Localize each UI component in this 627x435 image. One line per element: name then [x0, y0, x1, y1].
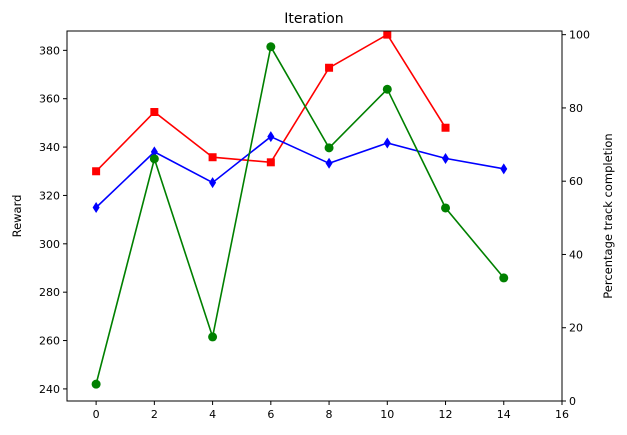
data-point-diamond [150, 146, 158, 158]
data-point-diamond [325, 157, 333, 169]
data-point-diamond [500, 163, 508, 175]
y-right-tick-label: 100 [569, 29, 590, 42]
data-point-square [325, 63, 334, 72]
series-line [95, 44, 505, 385]
chart-title: Iteration [284, 11, 343, 27]
data-point-square [150, 108, 159, 117]
x-tick-label: 14 [497, 408, 511, 421]
x-tick-label: 6 [267, 408, 274, 421]
data-point-diamond [442, 152, 450, 164]
series-line [95, 33, 447, 172]
data-point-circle [324, 143, 334, 153]
series-line [95, 135, 504, 209]
y-right-tick-label: 0 [569, 395, 576, 408]
data-point-circle [208, 332, 218, 342]
y-left-tick-label: 340 [39, 141, 60, 154]
data-point-square [208, 153, 217, 162]
data-point-circle [441, 203, 451, 213]
series-1 [92, 30, 450, 176]
series-2 [92, 131, 508, 214]
x-tick-label: 12 [439, 408, 453, 421]
plot-area [91, 30, 509, 389]
y-left-tick-label: 240 [39, 383, 60, 396]
data-point-square [383, 30, 392, 39]
x-tick-label: 8 [326, 408, 333, 421]
y-left-tick-label: 260 [39, 335, 60, 348]
data-point-circle [499, 273, 509, 283]
y-right-tick-label: 60 [569, 175, 583, 188]
y-axis-right: 0 20 40 60 80 100 [562, 29, 590, 408]
y-left-tick-label: 360 [39, 93, 60, 106]
y-right-tick-label: 80 [569, 102, 583, 115]
data-point-circle [91, 379, 101, 389]
data-point-diamond [209, 177, 217, 189]
y-left-tick-label: 280 [39, 286, 60, 299]
plot-frame [66, 30, 563, 402]
series-3 [91, 42, 509, 389]
x-tick-label: 16 [555, 408, 569, 421]
data-point-circle [382, 84, 392, 94]
data-point-diamond [383, 137, 391, 149]
y-axis-left: 240 260 280 300 320 340 360 380 [39, 44, 67, 396]
data-point-circle [266, 42, 276, 52]
x-axis: 0 2 4 6 8 10 12 14 16 [93, 401, 569, 421]
x-tick-label: 10 [380, 408, 394, 421]
data-point-circle [149, 154, 159, 164]
y-left-tick-label: 320 [39, 189, 60, 202]
data-point-square [441, 123, 450, 132]
y-left-tick-label: 300 [39, 238, 60, 251]
y-axis-right-label: Percentage track completion [601, 133, 615, 298]
data-point-diamond [267, 131, 275, 143]
y-right-tick-label: 40 [569, 248, 583, 261]
y-axis-left-label: Reward [10, 195, 24, 238]
data-point-diamond [92, 202, 100, 214]
y-left-tick-label: 380 [39, 44, 60, 57]
y-right-tick-label: 20 [569, 322, 583, 335]
x-tick-label: 4 [209, 408, 216, 421]
data-point-square [92, 167, 101, 176]
x-tick-label: 0 [93, 408, 100, 421]
data-point-square [266, 158, 275, 167]
x-tick-label: 2 [151, 408, 158, 421]
